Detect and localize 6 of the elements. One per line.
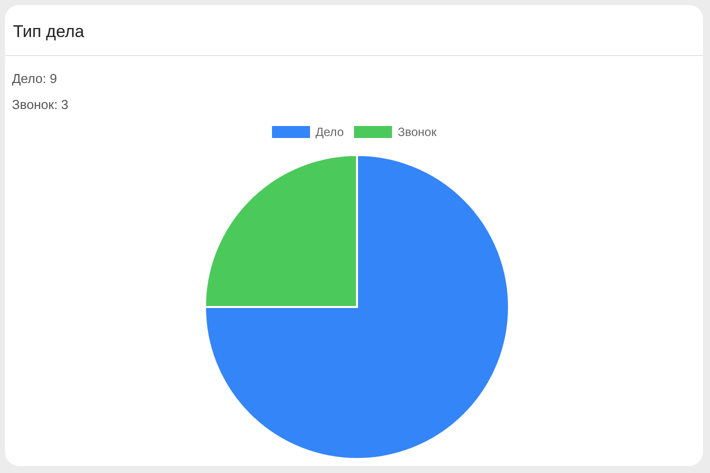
text: Дело: 9 (12, 71, 58, 86)
legend-label: Дело (316, 125, 344, 139)
pie-slice (204, 154, 510, 460)
text: Тип дела (13, 22, 84, 42)
legend-label: Звонок (398, 125, 436, 139)
text: Звонок: 3 (12, 97, 68, 112)
